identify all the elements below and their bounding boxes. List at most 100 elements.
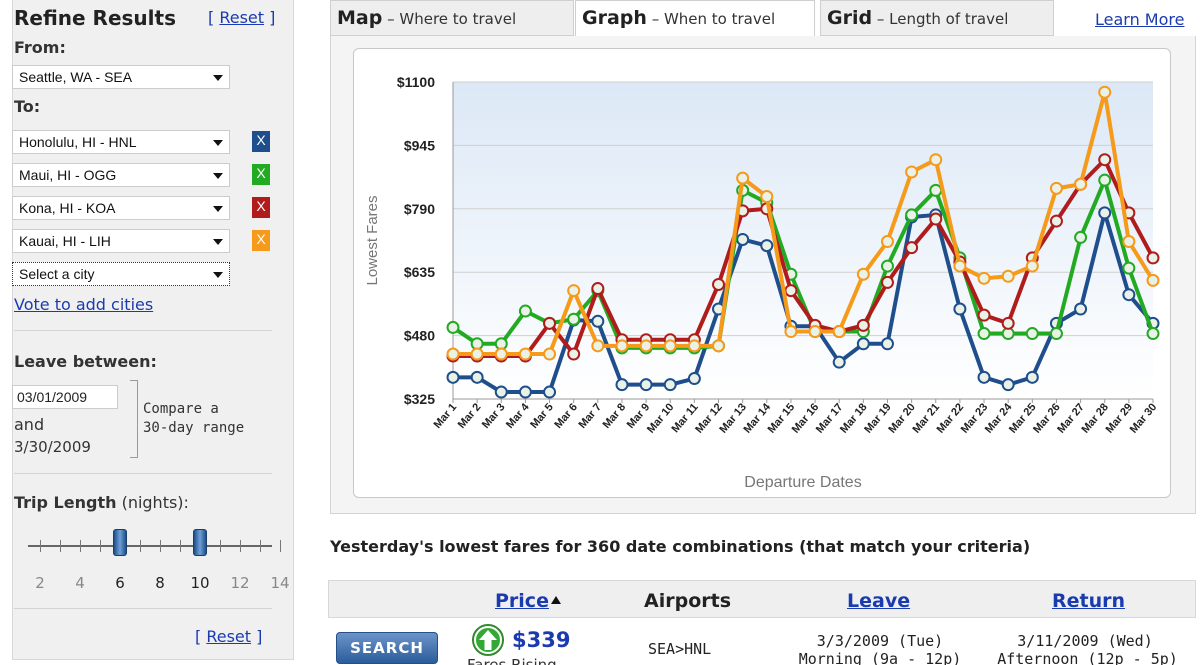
y-tick-label: $790 [404,201,435,217]
x-tick-label: Mar 6 [552,401,580,431]
slider-tick [220,540,221,552]
sort-ascending-icon [551,596,561,604]
tab-graph[interactable]: Graph – When to travel [575,0,815,36]
series-1-point [494,385,508,399]
series-1-point [736,232,750,246]
sort-by-return-link[interactable]: Return [1052,590,1126,612]
series-line-1 [451,210,1155,395]
chevron-down-icon [213,173,223,179]
series-1-point [446,370,460,384]
series-1-point [591,314,605,328]
leave-start-input[interactable]: 03/01/2009 [12,385,118,409]
slider-min-handle[interactable] [113,529,127,556]
reset-link-top[interactable]: [ Reset ] [208,8,276,27]
series-4-point [808,325,822,339]
tab-map[interactable]: Map – Where to travel [330,0,574,36]
series-3-point [856,318,870,332]
series-4-point [760,190,774,204]
series-4-point [639,339,653,353]
series-2-point [929,183,943,197]
series-2-point [977,327,991,341]
series-4-point [977,271,991,285]
series-2-point [1049,327,1063,341]
series-1-point [856,337,870,351]
series-4-point [1049,181,1063,195]
learn-more-link[interactable]: Learn More [1095,10,1185,29]
remove-kauai-button[interactable]: X [252,230,270,251]
series-4-point [470,347,484,361]
slider-tick [160,540,161,552]
airports-column-header: Airports [644,590,732,612]
slider-label: 2 [35,574,45,592]
sidebar-title: Refine Results [14,6,176,30]
divider [14,608,272,609]
trip-length-slider-track[interactable] [28,545,272,547]
series-1-point [953,302,967,316]
price-trend-label: Fares Rising [467,656,557,665]
sort-by-leave-link[interactable]: Leave [847,590,911,612]
series-2-point [905,208,919,222]
series-4-point [663,339,677,353]
y-tick-label: $945 [404,137,435,153]
slider-tick [80,540,81,552]
remove-honolulu-button[interactable]: X [252,131,270,152]
series-2-point [1122,261,1136,275]
reset-link-bottom[interactable]: [ Reset ] [195,627,263,646]
sort-by-price-link[interactable]: Price [495,590,549,612]
airports-value: SEA>HNL [648,640,712,658]
series-4-point [1001,269,1015,283]
series-3-point [1001,316,1015,330]
slider-tick [40,540,41,552]
series-3-point [543,316,557,330]
vote-add-cities-link[interactable]: Vote to add cities [14,295,154,314]
x-tick-label: Mar 30 [1128,401,1160,435]
series-1-point [1122,288,1136,302]
leave-time: Morning (9a - 12p) [798,650,962,665]
series-4-point [1146,273,1160,287]
trip-length-label: Trip Length (nights): [14,493,189,512]
price-value[interactable]: $339 [512,628,571,652]
series-3-point [905,241,919,255]
remove-maui-button[interactable]: X [252,164,270,185]
chevron-down-icon [213,140,223,146]
series-3-point [591,282,605,296]
series-4-point [1025,259,1039,273]
remove-kona-button[interactable]: X [252,197,270,218]
divider [14,330,272,331]
series-1-point [1025,370,1039,384]
series-1-point [518,385,532,399]
series-4-point [1122,235,1136,249]
x-tick-label: Mar 3 [480,401,508,431]
series-4-point [880,235,894,249]
results-header-row [328,580,1196,618]
compare-range-note: Compare a 30-day range [143,401,245,436]
series-3-point [1098,153,1112,167]
slider-label: 10 [190,574,210,592]
series-3-point [929,212,943,226]
x-axis-title: Departure Dates [744,474,861,491]
plot-area [453,82,1153,399]
series-4-point [905,165,919,179]
series-3-point [1146,251,1160,265]
tab-grid[interactable]: Grid – Length of travel [820,0,1054,36]
to-select-honolulu[interactable]: Honolulu, HI - HNL [12,130,230,154]
leave-end-date[interactable]: 3/30/2009 [14,438,91,456]
series-1-point [880,337,894,351]
from-select[interactable]: Seattle, WA - SEA [12,65,230,89]
series-4-point [687,339,701,353]
range-bracket [130,380,138,458]
to-select-kauai[interactable]: Kauai, HI - LIH [12,229,230,253]
series-1-point [1098,206,1112,220]
slider-label: 14 [270,574,290,592]
chevron-down-icon [213,239,223,245]
add-city-select[interactable]: Select a city [12,262,230,286]
series-4-point [543,347,557,361]
series-1-point [663,378,677,392]
slider-max-handle[interactable] [193,529,207,556]
search-button[interactable]: SEARCH [336,632,438,664]
series-3-point [977,308,991,322]
to-select-maui[interactable]: Maui, HI - OGG [12,163,230,187]
leave-between-label: Leave between: [14,352,157,371]
to-select-kona[interactable]: Kona, HI - KOA [12,196,230,220]
